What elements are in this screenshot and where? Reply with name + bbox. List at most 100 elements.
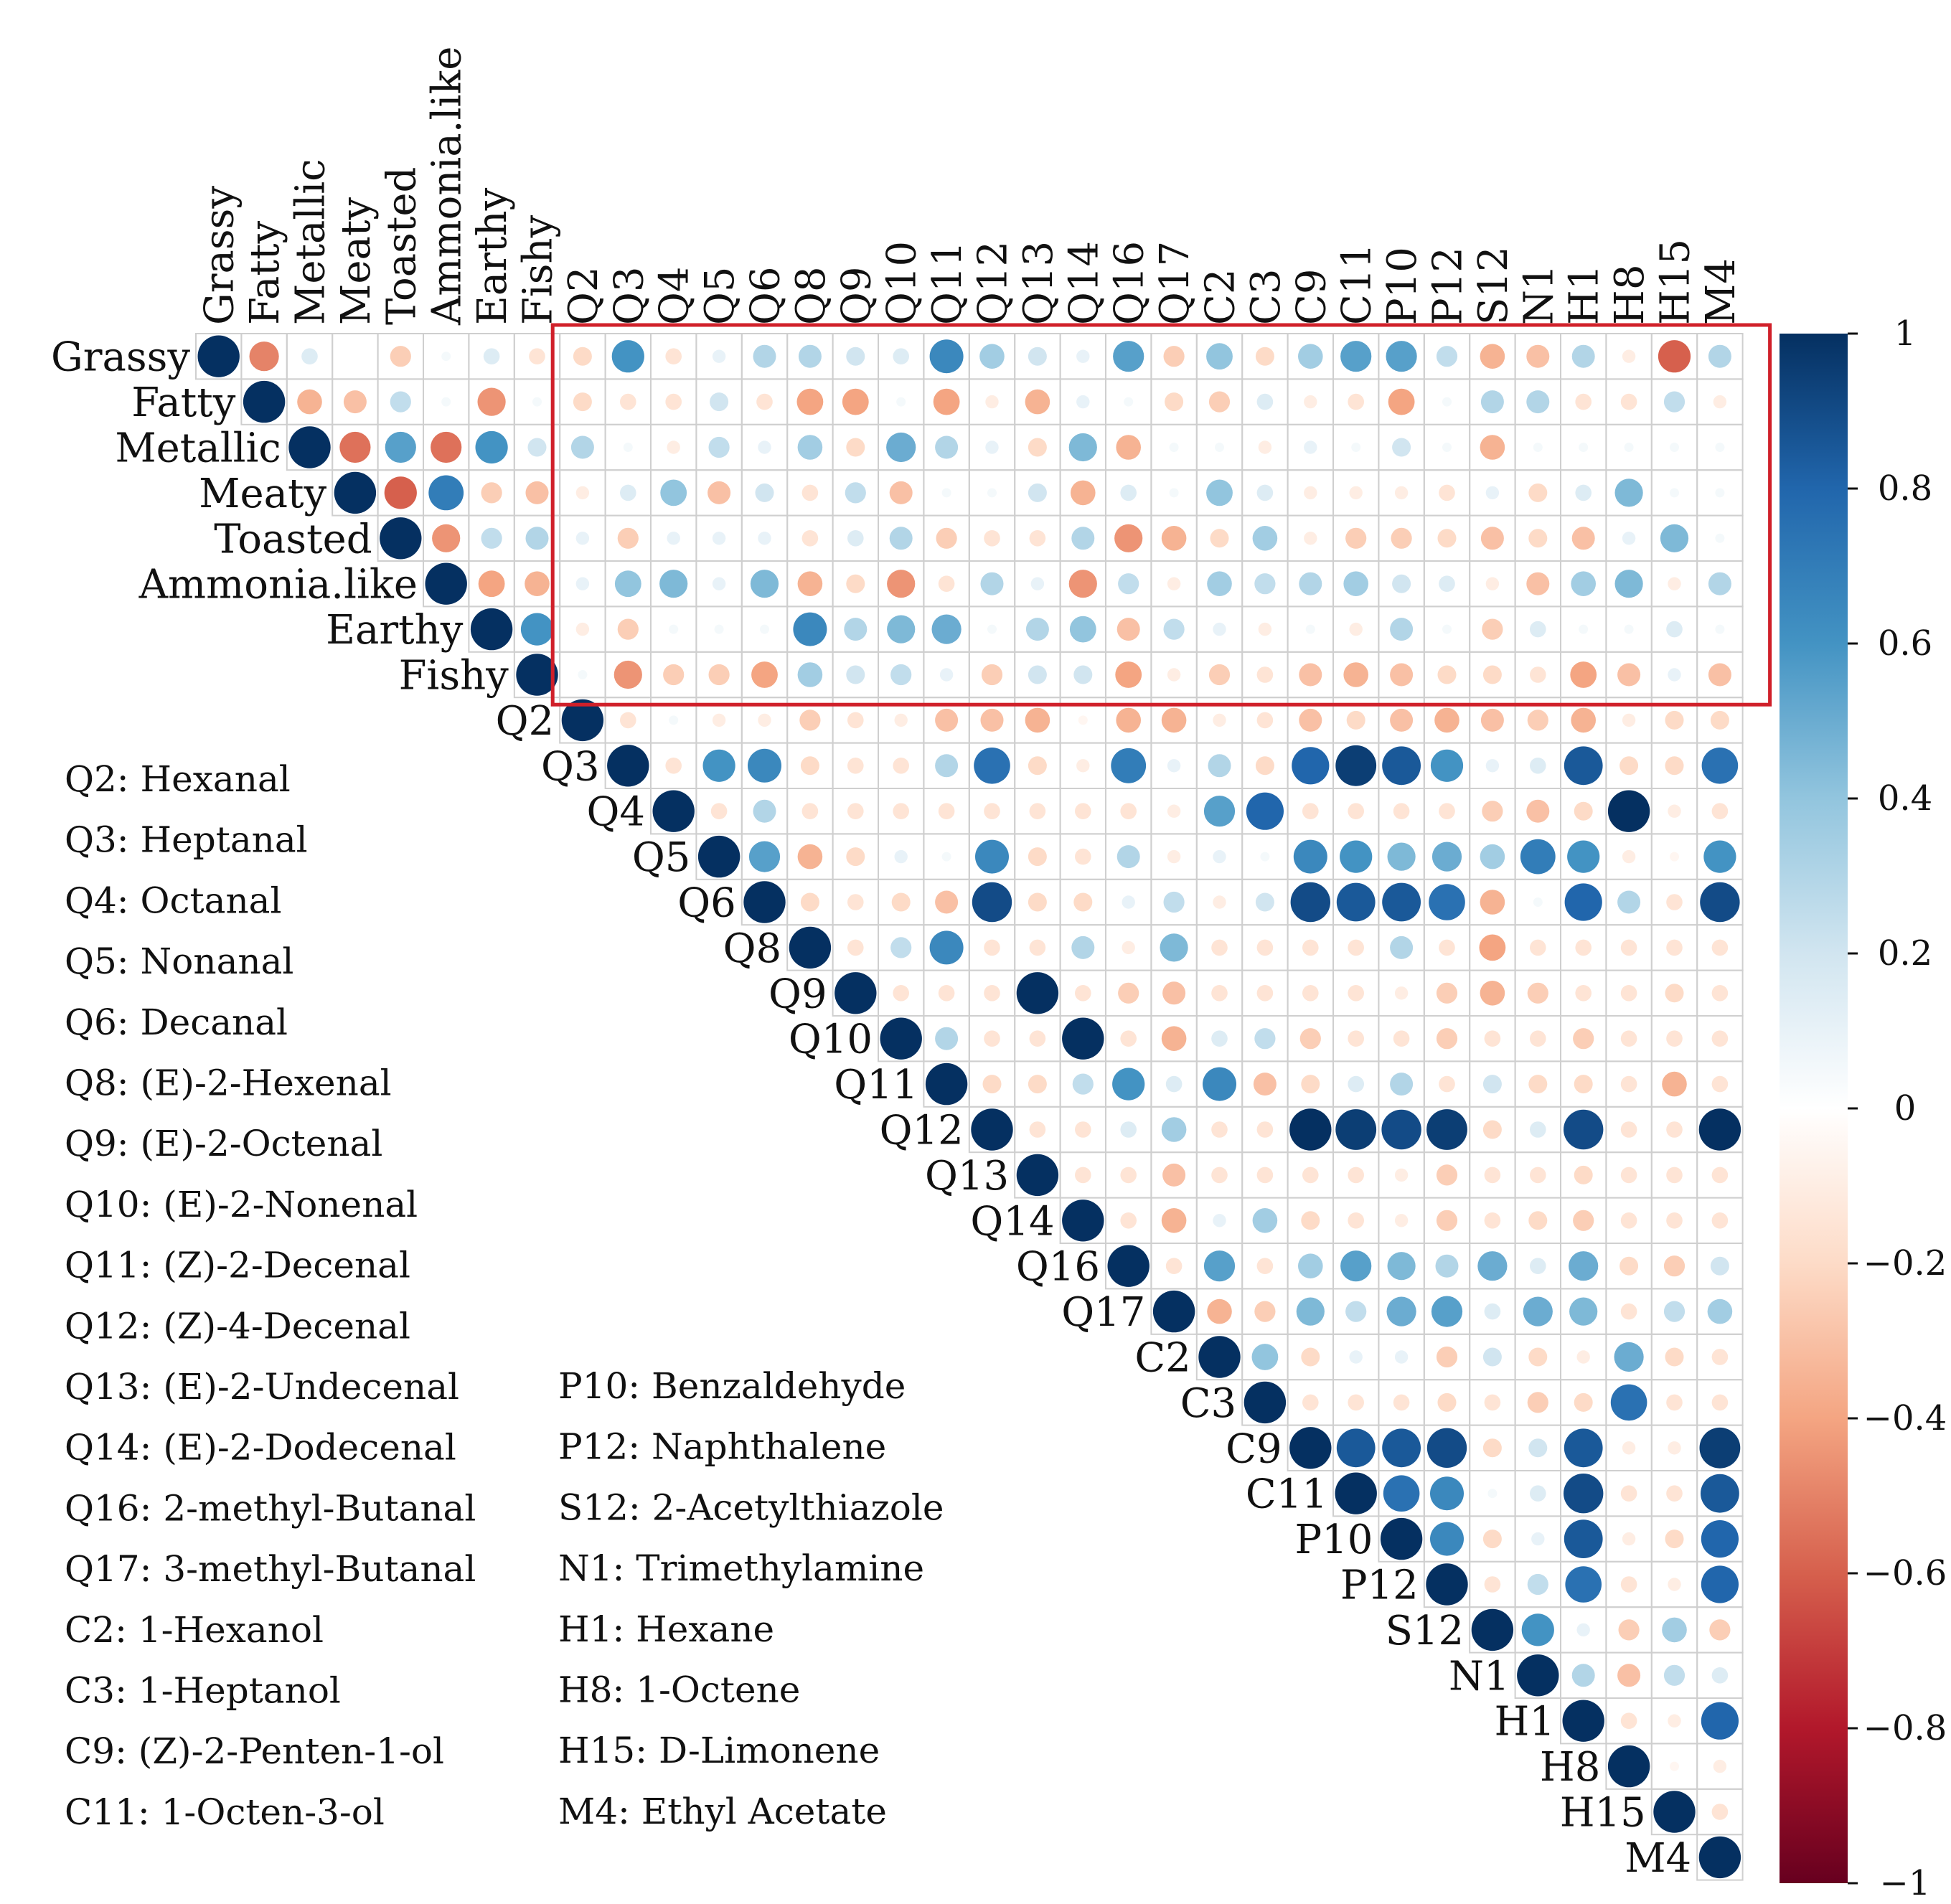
corr-circle-Q9-Q12: [984, 985, 1000, 1002]
corr-circle-Toasted-Q6: [758, 532, 771, 545]
corr-circle-Ammonia.like-Q14: [1068, 570, 1097, 598]
corr-circle-Earthy-Q16: [1116, 618, 1140, 641]
row-label-Ammonia.like: Ammonia.like: [138, 562, 418, 608]
colorbar-tick-label: −0.2: [1863, 1243, 1947, 1283]
corr-circle-Q14-Q17: [1161, 1208, 1187, 1233]
corr-circle-Q5-Q5: [697, 835, 741, 878]
corr-circle-Toasted-H1: [1571, 527, 1595, 550]
row-label-C9: C9: [1226, 1425, 1282, 1472]
corr-circle-C11-N1: [1530, 1485, 1546, 1502]
corr-circle-Q11-Q16: [1112, 1068, 1145, 1101]
corr-circle-Q16-C11: [1340, 1250, 1372, 1282]
colorbar-gradient: [1780, 334, 1848, 1883]
corr-circle-Q9-P10: [1394, 986, 1409, 1000]
corr-circle-N1-H15: [1663, 1664, 1686, 1686]
corr-circle-C3-H15: [1666, 1394, 1683, 1411]
corr-circle-Q2-Q5: [712, 713, 726, 727]
corr-circle-Q4-H15: [1668, 804, 1681, 818]
corr-circle-Grassy-Q4: [665, 348, 682, 365]
corr-circle-Q14-Q16: [1120, 1212, 1137, 1229]
corr-circle-Meaty-Q6: [755, 483, 774, 502]
corr-circle-S12-N1: [1521, 1613, 1554, 1646]
corr-circle-Q6-Q13: [1028, 892, 1047, 912]
corr-circle-Earthy-Q5: [714, 624, 724, 634]
corr-circle-Q12-C11: [1335, 1109, 1377, 1150]
corr-circle-Q9-S12: [1480, 981, 1505, 1006]
corr-circle-Q8-C9: [1302, 939, 1319, 956]
legend-right: P10: Benzaldehyde P12: Naphthalene S12: 2-…: [558, 1365, 944, 1832]
corr-circle-Q8-P12: [1439, 939, 1455, 956]
corr-circle-C11-H8: [1620, 1485, 1637, 1502]
corr-circle-Fatty-Q2: [573, 392, 592, 412]
corr-circle-Q8-H1: [1575, 939, 1592, 956]
row-label-Q17: Q17: [1061, 1289, 1145, 1336]
corr-circle-Q2-C2: [1213, 713, 1226, 727]
corr-circle-Q17-S12: [1484, 1303, 1501, 1320]
corr-circle-Ammonia.like-Q2: [575, 577, 590, 590]
col-label-Q3: Q3: [606, 266, 652, 325]
corr-circle-Toasted-Fishy: [525, 527, 549, 550]
colorbar-tick-label: −0.8: [1863, 1708, 1947, 1748]
corr-circle-Q13-C11: [1348, 1167, 1364, 1184]
corr-circle-Q10-Q16: [1120, 1030, 1137, 1047]
corr-circle-Q17-H1: [1569, 1297, 1598, 1326]
corr-circle-Q14-H8: [1620, 1212, 1637, 1229]
corr-circle-Q8-Q12: [984, 939, 1000, 956]
corr-circle-C9-N1: [1528, 1438, 1548, 1458]
corr-circle-Q8-Q8: [789, 926, 832, 969]
corr-circle-Q6-Q17: [1163, 891, 1185, 913]
corr-circle-C2-H15: [1665, 1347, 1684, 1367]
corr-circle-C9-C9: [1289, 1427, 1332, 1469]
row-label-Q9: Q9: [768, 971, 827, 1017]
corr-circle-Ammonia.like-Q9: [846, 574, 865, 593]
corr-circle-Q2-Q10: [894, 713, 908, 727]
row-label-H15: H15: [1560, 1790, 1646, 1837]
corr-circle-C11-S12: [1487, 1489, 1498, 1499]
corr-circle-Ammonia.like-N1: [1526, 572, 1550, 595]
colorbar-tick-label: 0.4: [1878, 778, 1932, 819]
corr-circle-C9-M4: [1699, 1427, 1741, 1469]
corr-circle-Q16-H15: [1663, 1255, 1686, 1277]
corr-circle-Toasted-Q9: [847, 530, 864, 547]
corr-circle-Q12-H15: [1666, 1121, 1683, 1138]
corr-circle-Q10-Q14: [1062, 1017, 1104, 1060]
corr-circle-C11-H1: [1564, 1474, 1604, 1514]
corr-circle-Earthy-N1: [1530, 621, 1546, 638]
corr-circle-Q5-Q9: [846, 847, 865, 867]
corr-circle-Q6-M4: [1700, 882, 1740, 923]
corr-circle-Q2-Q16: [1116, 707, 1141, 733]
corr-circle-Ammonia.like-C11: [1343, 571, 1368, 596]
corr-circle-Q8-Q16: [1122, 941, 1135, 955]
corr-circle-P10-S12: [1482, 1530, 1502, 1549]
corr-circle-Fatty-N1: [1526, 390, 1550, 414]
corr-circle-Metallic-Q14: [1068, 433, 1097, 462]
corr-circle-Q17-C9: [1296, 1297, 1325, 1326]
corr-circle-Q14-P12: [1436, 1210, 1458, 1231]
corr-circle-Fatty-Meaty: [343, 390, 367, 414]
corr-circle-Q9-C9: [1302, 985, 1319, 1002]
corr-circle-Q5-H15: [1670, 852, 1679, 862]
corr-circle-C2-C3: [1251, 1344, 1279, 1370]
corr-circle-Fatty-P12: [1442, 397, 1452, 407]
corr-circle-Ammonia.like-Q3: [614, 570, 641, 598]
corr-circle-Q14-M4: [1711, 1212, 1729, 1229]
corr-circle-Q3-C2: [1208, 754, 1231, 778]
corr-circle-Q4-Q4: [652, 790, 695, 832]
corr-circle-Q9-Q13: [1016, 972, 1059, 1014]
corr-circle-Q12-Q17: [1161, 1117, 1187, 1142]
corr-circle-Q3-Q10: [893, 758, 909, 774]
corr-circle-Q8-P10: [1390, 935, 1414, 959]
corr-circle-Toasted-C11: [1345, 527, 1367, 549]
corr-circle-Q10-Q11: [935, 1027, 959, 1050]
corr-circle-Toasted-C3: [1252, 526, 1278, 551]
corr-circle-Meaty-Q9: [845, 482, 866, 504]
corr-circle-Q5-Q11: [941, 852, 951, 862]
legend-item: Q3: Heptanal: [65, 819, 308, 861]
corr-circle-Q9-Q11: [938, 985, 955, 1002]
corr-circle-Q3-S12: [1485, 759, 1500, 773]
corr-circle-Q2-Q4: [669, 715, 679, 725]
corr-circle-Toasted-Q10: [889, 527, 913, 550]
corr-circle-Q16-S12: [1477, 1251, 1508, 1281]
corr-circle-P12-H1: [1565, 1566, 1602, 1603]
corr-circle-Fishy-Q6: [751, 661, 778, 688]
